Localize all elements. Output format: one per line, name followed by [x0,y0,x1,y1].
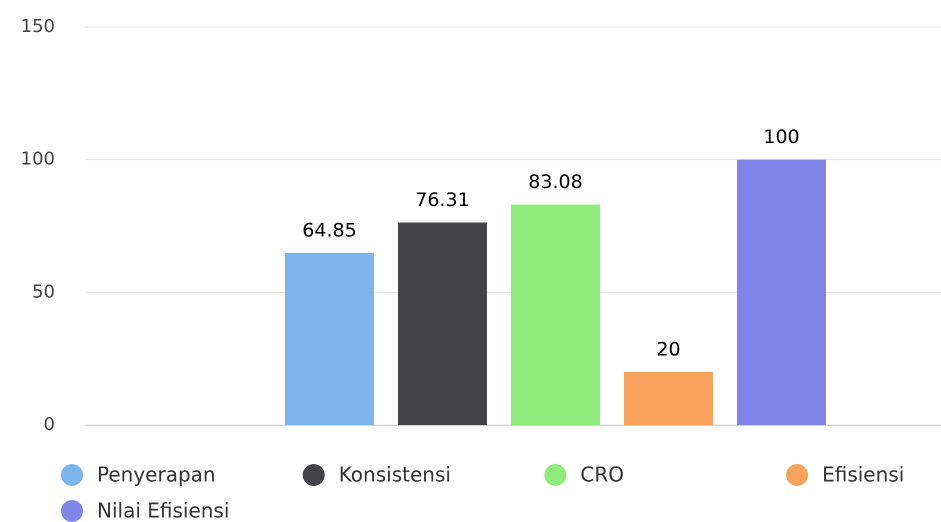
y-tick-label: 150 [21,16,55,37]
bar [511,204,600,425]
bar [398,222,487,425]
legend-marker[interactable] [61,500,83,522]
bar [285,252,374,425]
y-tick-label: 100 [21,149,55,170]
data-label: 76.31 [415,189,469,211]
legend-marker[interactable] [61,464,83,486]
legend-label[interactable]: Penyerapan [97,463,216,487]
data-label: 64.85 [302,219,356,241]
legend-marker[interactable] [544,464,567,486]
data-label: 100 [763,126,799,148]
bar [624,371,713,425]
legend-label[interactable]: Konsistensi [339,463,451,487]
data-label: 83.08 [528,171,582,193]
legend-label[interactable]: Nilai Efisiensi [97,499,229,522]
legend-label[interactable]: Efisiensi [822,463,904,487]
data-label: 20 [656,338,680,360]
legend-marker[interactable] [786,464,809,486]
y-tick-label: 0 [44,414,55,435]
bar [737,159,826,425]
legend-marker[interactable] [302,464,325,486]
y-tick-label: 50 [32,281,55,302]
legend-label[interactable]: CRO [580,463,624,487]
